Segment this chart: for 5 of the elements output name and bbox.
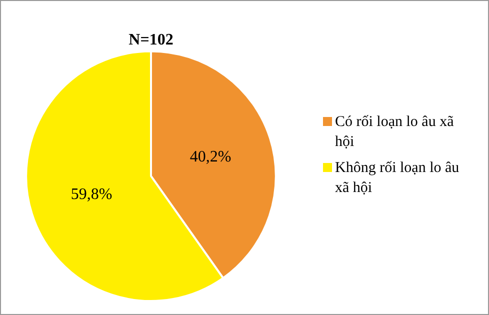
data-label: 40,2% (190, 148, 232, 166)
chart-title: N=102 (128, 32, 174, 49)
legend-label: Có rối loạn lo âu xã hội (335, 114, 454, 150)
data-label: 59,8% (70, 186, 112, 204)
legend-label: Không rối loạn lo âu xã hội (335, 160, 460, 196)
